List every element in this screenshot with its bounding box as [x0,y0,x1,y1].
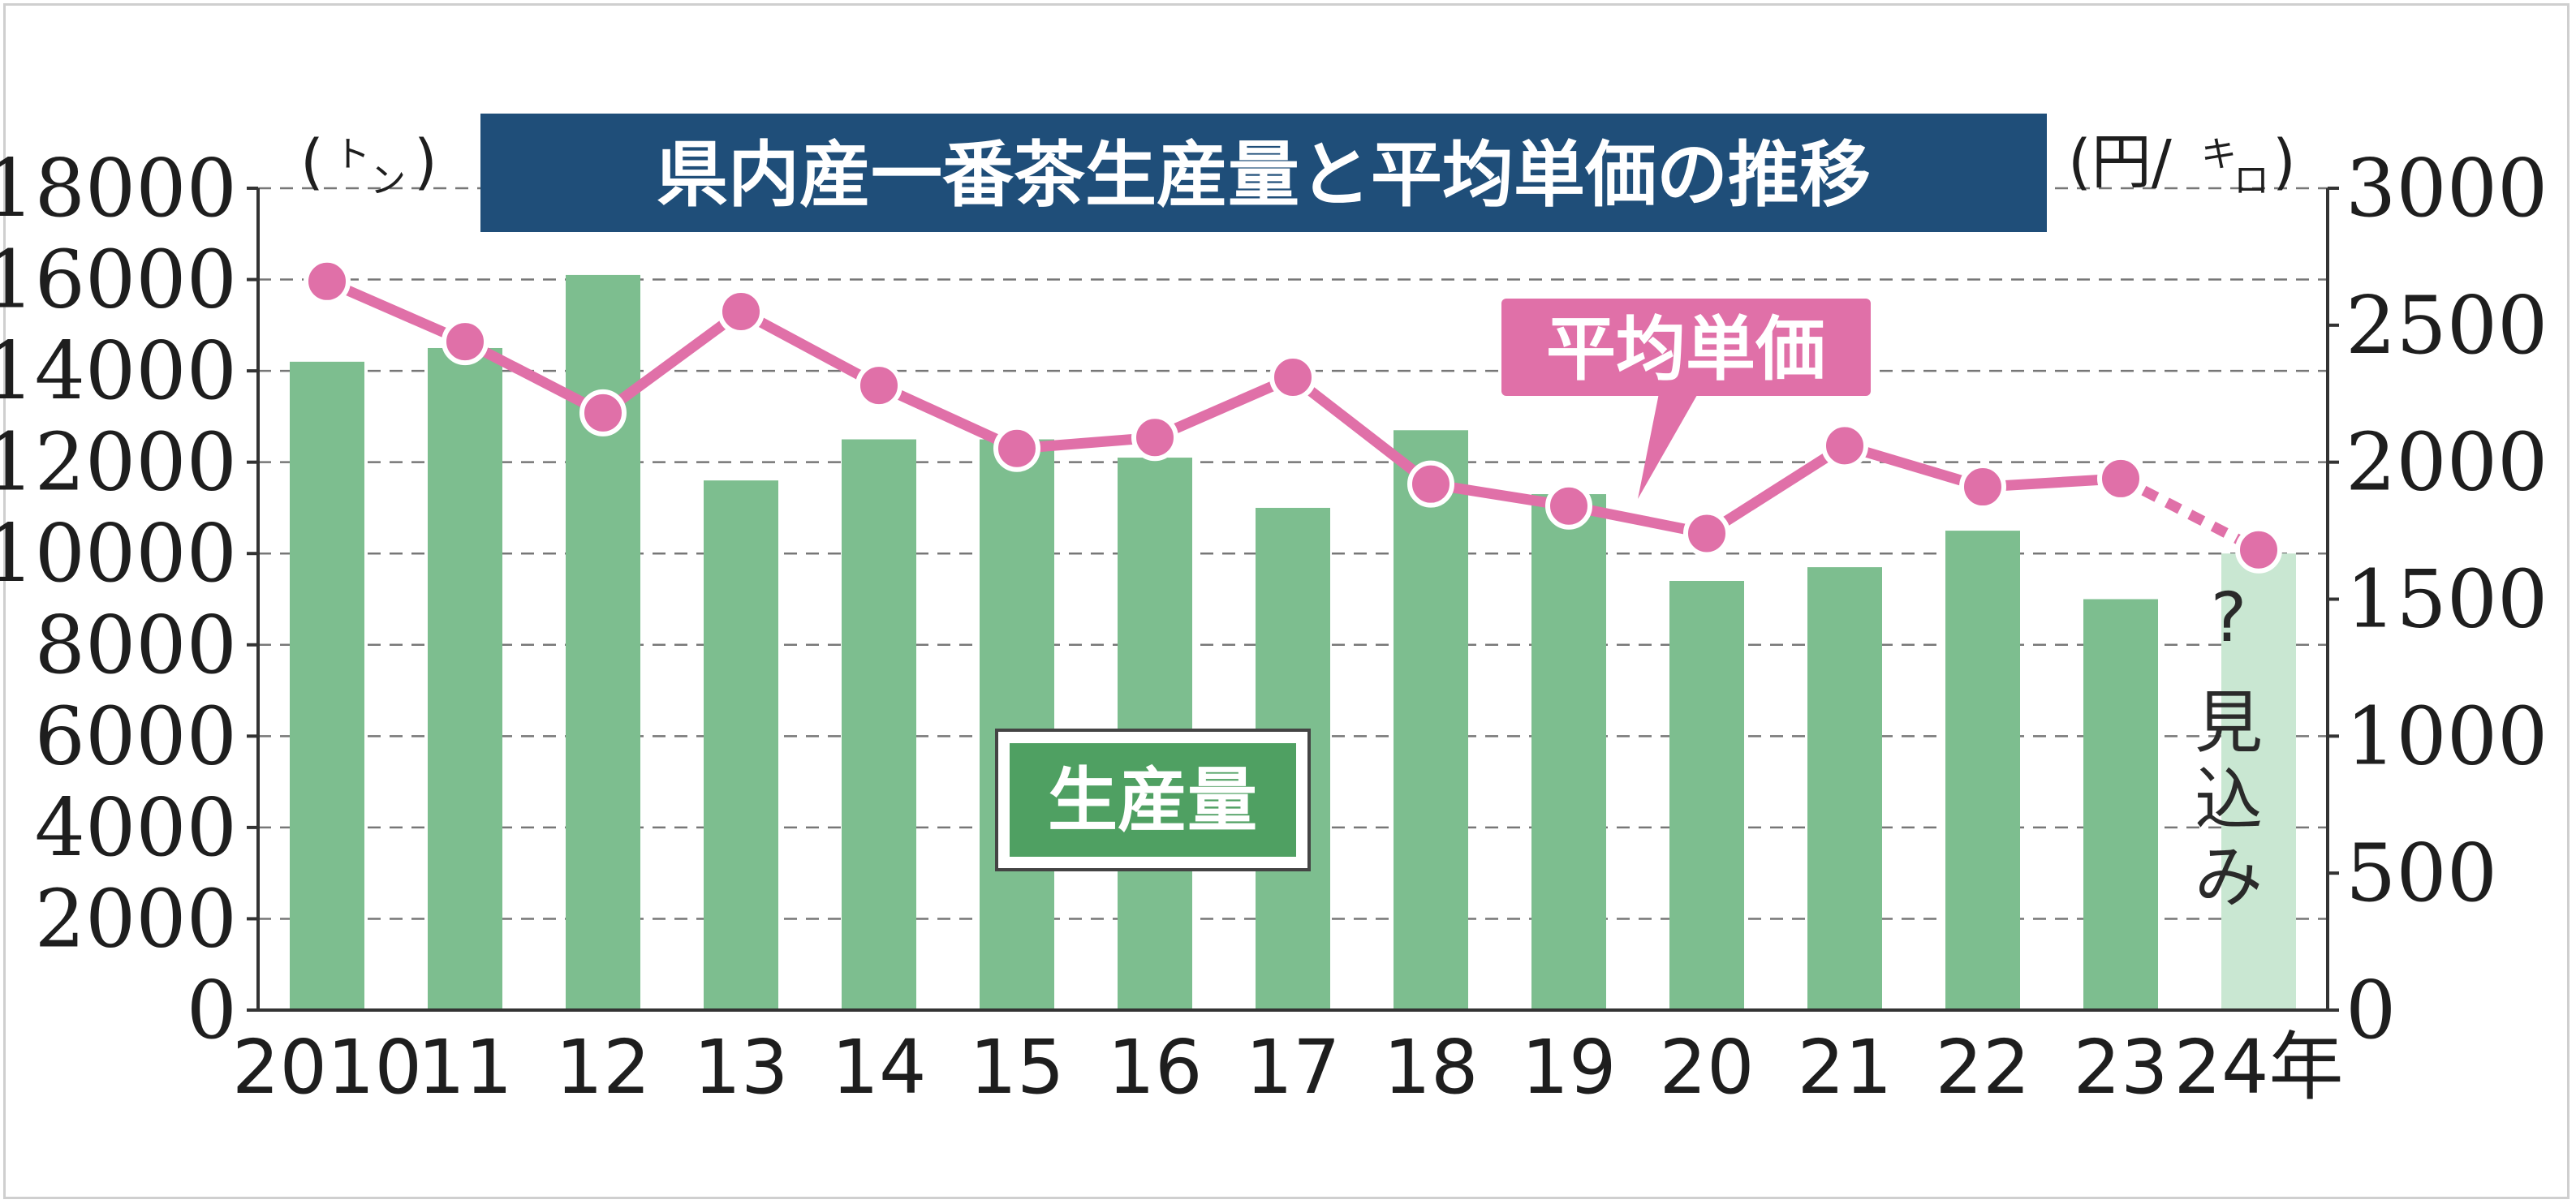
left-tick-label: 8000 [35,600,237,692]
left-tick-label: 14000 [0,325,237,418]
right-tick-label: 500 [2346,828,2497,920]
left-tick-label: 0 [187,965,237,1057]
right-unit-small: ロ [2234,160,2269,201]
projection-label-char: み [2195,837,2263,917]
production-bar [704,480,778,1010]
projection-label-char: 見 [2195,683,2263,763]
x-tick-label: 23 [2073,1024,2168,1111]
price-point [2097,454,2144,502]
right-unit-close: ) [2272,127,2296,197]
title-background [480,114,2047,232]
price-point [1407,460,1454,508]
price-point [1131,414,1178,462]
price-label-pointer [1638,389,1700,499]
left-tick-label: 12000 [0,417,237,510]
projection-label: 見込み [2195,683,2263,917]
left-tick-label: 2000 [35,873,237,965]
price-point [1959,463,2006,511]
right-tick-label: 1500 [2346,554,2548,647]
projected-production-bar [2221,553,2296,1010]
x-tick-label: 24年 [2173,1024,2343,1111]
price-point [1545,482,1592,530]
left-axis-unit: ( ト ン ) [300,127,437,201]
x-tick-label: 17 [1245,1024,1340,1111]
x-tick-label: 19 [1521,1024,1616,1111]
right-tick-label: 0 [2346,965,2396,1057]
price-label-text: 平均単価 [1546,309,1825,390]
price-point [442,318,489,366]
left-unit-small: ン [370,160,406,201]
projection-mark: ? [2211,578,2247,657]
price-point [855,362,902,410]
price-series-label: 平均単価 [1501,299,1871,499]
price-point [304,257,351,305]
price-line-path [325,276,2122,539]
x-tick-label: 15 [969,1024,1064,1111]
projection-label-char: 込 [2195,760,2263,840]
price-point [993,424,1040,472]
left-tick-label: 6000 [35,690,237,783]
left-axis-ticks: 0200040006000800010000120001400016000180… [0,143,258,1057]
left-unit-main: ト [334,134,370,175]
production-bar [842,439,916,1010]
x-tick-label: 21 [1797,1024,1892,1111]
x-tick-label: 22 [1935,1024,2030,1111]
right-axis-ticks: 0 500 1000 1500 2000 2500 3000 [2328,143,2548,1057]
right-unit-open: (円/ [2068,127,2172,197]
right-tick-label: 3000 [2346,143,2548,235]
price-point [579,389,627,436]
left-tick-label: 10000 [0,508,237,600]
production-bar [290,361,364,1010]
x-tick-label: 13 [693,1024,788,1111]
production-bar [1669,580,1744,1010]
price-point [1269,353,1316,401]
projection-annotation: ? 見込み [2195,578,2263,917]
production-series-label: 生産量 [995,729,1311,871]
left-tick-label: 18000 [0,143,237,235]
x-tick-label: 11 [417,1024,512,1111]
x-tick-label: 14 [831,1024,926,1111]
production-bar [566,274,640,1011]
x-tick-label: 18 [1383,1024,1478,1111]
left-unit-open: ( [300,127,324,197]
title-text: 県内産一番茶生産量と平均単価の推移 [657,133,1871,217]
x-tick-label: 2010 [232,1024,422,1111]
left-tick-label: 4000 [35,782,237,875]
x-tick-label: 20 [1659,1024,1754,1111]
price-point [1683,510,1730,557]
production-bar [980,439,1054,1010]
left-tick-label: 16000 [0,234,237,327]
right-tick-label: 2000 [2346,417,2548,510]
production-bar [428,347,502,1010]
production-bar [1945,531,2020,1010]
production-bar [1394,430,1468,1010]
production-bar [1807,567,1882,1010]
chart-title: 県内産一番茶生産量と平均単価の推移 [480,114,2047,232]
production-bar [2083,599,2158,1010]
production-bar [1531,494,1606,1010]
price-point [1821,422,1868,470]
x-tick-label: 16 [1107,1024,1202,1111]
right-unit-main: キ [2201,134,2237,175]
production-label-background [1010,743,1296,857]
right-tick-label: 2500 [2346,280,2548,372]
price-point [2235,526,2282,574]
price-line [304,257,2282,574]
right-axis-unit: (円/ キ ロ ) [2068,127,2296,201]
right-tick-label: 1000 [2346,690,2548,783]
x-tick-label: 12 [555,1024,650,1111]
price-label-background [1501,299,1871,396]
price-point [717,287,765,335]
left-unit-close: ) [414,127,437,197]
production-label-text: 生産量 [1048,760,1257,841]
